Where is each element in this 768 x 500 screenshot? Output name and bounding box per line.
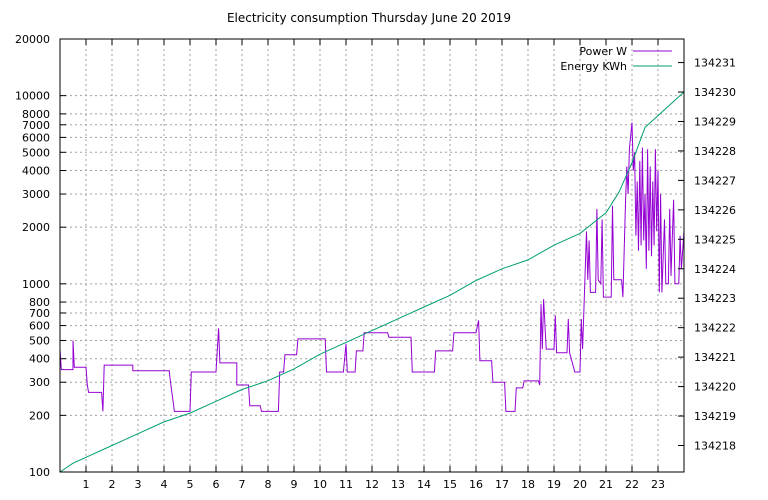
- chart-title: Electricity consumption Thursday June 20…: [227, 11, 511, 25]
- y-tick-label: 1000: [22, 278, 50, 291]
- x-tick-label: 15: [443, 478, 457, 491]
- legend-label-energy: Energy KWh: [560, 60, 627, 73]
- y-tick-label: 8000: [22, 108, 50, 121]
- y-tick-label: 7000: [22, 119, 50, 132]
- x-tick-label: 1: [83, 478, 90, 491]
- grid: [60, 39, 684, 472]
- x-tick-label: 23: [651, 478, 665, 491]
- y-tick-label: 500: [29, 334, 50, 347]
- series-line-energy: [59, 91, 685, 473]
- x-tick-label: 7: [239, 478, 246, 491]
- ticks: 1 2 3 4 5 6 7 8 9 10 11 12 13 14 15 16 17 18 19 20 21 22 23100…: [15, 33, 736, 491]
- y-tick-label: 3000: [22, 188, 50, 201]
- x-tick-label: 5: [187, 478, 194, 491]
- y2-tick-label: 134230: [694, 86, 736, 99]
- x-tick-label: 8: [265, 478, 272, 491]
- legend-label-power: Power W: [579, 45, 627, 58]
- y2-tick-label: 134223: [694, 292, 736, 305]
- y2-tick-label: 134219: [694, 410, 736, 423]
- y-tick-label: 700: [29, 307, 50, 320]
- y-tick-label: 300: [29, 376, 50, 389]
- y2-tick-label: 134227: [694, 174, 736, 187]
- y-tick-label: 800: [29, 296, 50, 309]
- y-tick-label: 5000: [22, 146, 50, 159]
- x-tick-label: 2: [109, 478, 116, 491]
- x-tick-label: 4: [161, 478, 168, 491]
- y2-tick-label: 134224: [694, 263, 736, 276]
- x-tick-label: 22: [625, 478, 639, 491]
- x-tick-label: 21: [599, 478, 613, 491]
- y2-tick-label: 134222: [694, 322, 736, 335]
- series-line-power: [59, 122, 685, 412]
- y-tick-label: 600: [29, 320, 50, 333]
- x-tick-label: 3: [135, 478, 142, 491]
- x-tick-label: 16: [469, 478, 483, 491]
- y-tick-label: 400: [29, 353, 50, 366]
- y2-tick-label: 134226: [694, 204, 736, 217]
- x-tick-label: 14: [417, 478, 431, 491]
- legend: Power W Energy KWh: [560, 45, 672, 73]
- y-tick-label: 4000: [22, 165, 50, 178]
- y-tick-label: 10000: [15, 90, 50, 103]
- x-tick-label: 17: [495, 478, 509, 491]
- x-tick-label: 9: [291, 478, 298, 491]
- x-tick-label: 18: [521, 478, 535, 491]
- series-layer: [59, 91, 685, 473]
- y2-tick-label: 134228: [694, 145, 736, 158]
- y-tick-label: 6000: [22, 131, 50, 144]
- x-tick-label: 20: [573, 478, 587, 491]
- y-tick-label: 20000: [15, 33, 50, 46]
- y-tick-label: 200: [29, 409, 50, 422]
- x-tick-label: 11: [339, 478, 353, 491]
- y-tick-label: 100: [29, 466, 50, 479]
- y2-tick-label: 134221: [694, 351, 736, 364]
- x-tick-label: 13: [391, 478, 405, 491]
- y2-tick-label: 134220: [694, 381, 736, 394]
- x-tick-label: 6: [213, 478, 220, 491]
- y2-tick-label: 134231: [694, 57, 736, 70]
- y2-tick-label: 134225: [694, 233, 736, 246]
- y-tick-label: 2000: [22, 221, 50, 234]
- x-tick-label: 19: [547, 478, 561, 491]
- y2-tick-label: 134229: [694, 115, 736, 128]
- x-tick-label: 12: [365, 478, 379, 491]
- x-tick-label: 10: [313, 478, 327, 491]
- y2-tick-label: 134218: [694, 439, 736, 452]
